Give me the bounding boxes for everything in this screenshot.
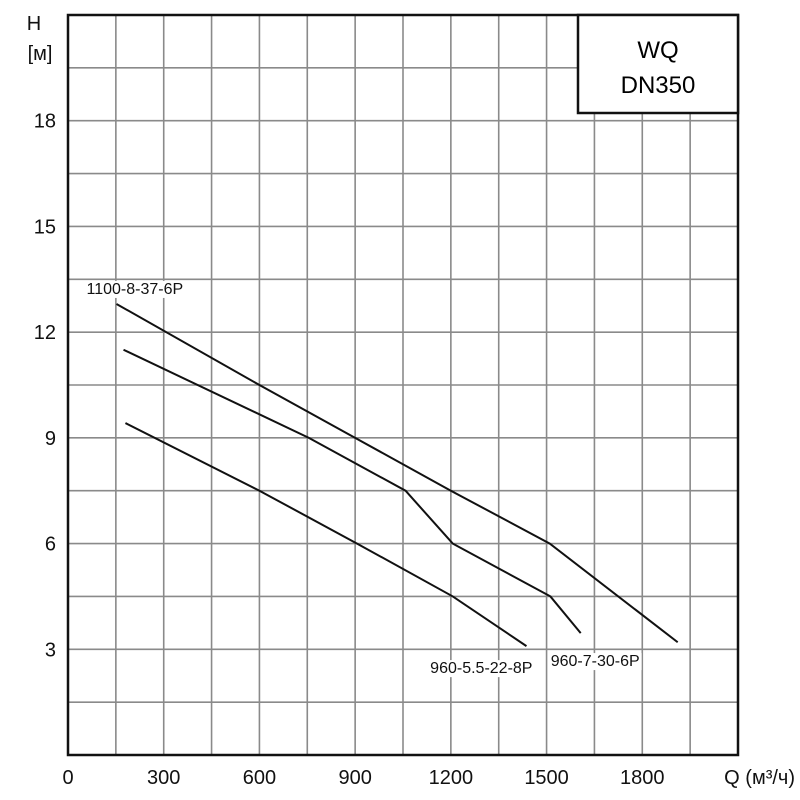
curves	[116, 303, 679, 647]
curve-1100-8-37-6P	[116, 303, 679, 644]
y-axis-label-unit: [м]	[28, 43, 53, 65]
y-axis-label-h: H	[27, 13, 41, 35]
x-axis-label: Q (м³/ч)	[724, 767, 795, 789]
y-tick-label: 18	[34, 111, 56, 133]
x-tick-label: 1200	[429, 767, 474, 789]
curve-960-5.5-22-8P	[124, 422, 528, 647]
series-labels: 1100-8-37-6P 960-7-30-6P 960-5.5-22-8P	[84, 280, 642, 678]
series-label: 1100-8-37-6P	[86, 281, 183, 298]
series-label: 960-5.5-22-8P	[430, 660, 532, 677]
y-tick-label: 15	[34, 216, 56, 238]
y-tick-label: 12	[34, 322, 56, 344]
x-tick-label: 300	[147, 767, 180, 789]
x-tick-label: 900	[338, 767, 371, 789]
y-tick-label: 6	[45, 534, 56, 556]
series-label-background	[548, 653, 642, 671]
series-label-background	[428, 660, 535, 678]
plot-frame	[66, 13, 740, 757]
y-tick-label: 9	[45, 428, 56, 450]
x-tick-label: 1800	[620, 767, 665, 789]
y-tick-label: 3	[45, 639, 56, 661]
title-box: WQ DN350	[576, 13, 740, 115]
curve-960-7-30-6P	[123, 348, 582, 634]
x-tick-label: 600	[243, 767, 276, 789]
x-tick-label: 0	[62, 767, 73, 789]
y-tick-labels: 3 6 9 12 15 18	[34, 111, 56, 662]
x-tick-labels: 0 300 600 900 1200 1500 1800	[62, 767, 664, 789]
x-tick-label: 1500	[524, 767, 569, 789]
series-label: 960-7-30-6P	[551, 653, 640, 670]
title-line-1: WQ	[637, 37, 678, 64]
series-label-background	[84, 280, 186, 298]
title-line-2: DN350	[621, 72, 696, 99]
grid	[68, 15, 738, 755]
